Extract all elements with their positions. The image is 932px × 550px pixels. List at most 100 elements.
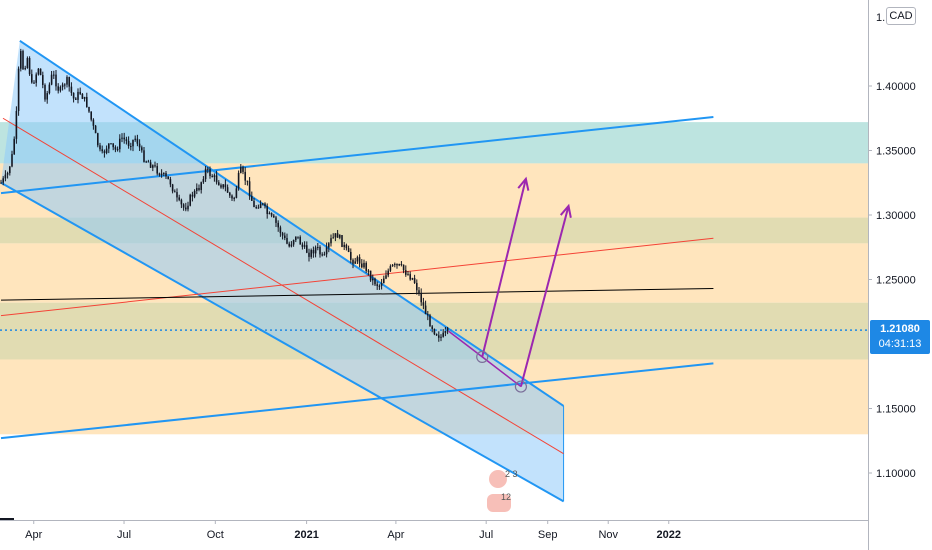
candle-body [119,138,121,150]
candle-body [187,205,189,210]
candle-body [220,185,222,188]
projection-arrowhead-2 [559,203,572,218]
candle-body [70,86,73,93]
candle-body [138,143,141,148]
candle-body [286,237,288,244]
candle-body [356,257,359,262]
candle-body [86,96,88,108]
x-tick-label: Sep [538,529,558,541]
x-tick-label: Oct [207,529,224,541]
candle-body [33,82,35,84]
candle-body [55,74,57,87]
candle-body [433,328,436,335]
channel-mid-line [2,117,564,455]
candle-body [339,235,341,238]
candle-body [176,192,178,198]
candle-body [61,84,64,88]
trendline-blue-upper [0,115,714,195]
projection-arrowhead-1 [517,176,530,191]
candle-body [361,263,363,268]
candle-body [295,236,297,241]
candle-body [37,68,40,75]
trendline-red [0,237,714,317]
candle-body [215,175,218,183]
candle-body [376,284,378,286]
candle-body [77,91,79,100]
candle-body [262,203,264,205]
x-tick-label: Jul [117,529,131,541]
candle-body [363,262,365,268]
x-tick-label: Nov [598,529,618,541]
candle-body [317,246,319,248]
candle-body [46,93,48,100]
candle-body [143,150,145,162]
candle-body [343,244,345,247]
candle-body [435,334,438,336]
candle-body [446,327,449,332]
candle-body [39,68,42,76]
candle-body [226,187,229,193]
candle-body [442,332,444,337]
candle-body [189,194,191,206]
candle-body [400,264,403,266]
candle-body [380,283,383,286]
candle-body [427,314,429,316]
candle-body [334,233,337,238]
candle-body [211,176,213,178]
watermark-circle-top [489,470,507,488]
candle-body [147,161,150,163]
candle-body [321,254,323,256]
candle-body [88,107,90,112]
candle-body [257,207,260,209]
candle-body [209,169,211,177]
candle-body [72,92,75,99]
candle-body [440,336,442,338]
candle-body [273,215,275,218]
candle-body [123,137,125,140]
candle-body [378,285,381,287]
candle-body [233,197,235,199]
candle-body [398,264,400,266]
candle-body [354,261,356,264]
candle-body [9,166,11,174]
candle-body [299,236,301,245]
candle-body [350,251,352,260]
candle-body [0,182,2,184]
currency-badge[interactable]: CAD [886,7,916,25]
candle-body [145,161,147,163]
projection-point-1 [476,350,489,363]
candle-body [134,138,136,140]
candle-body [191,194,194,197]
candle-body [53,74,55,76]
candle-body [101,149,103,152]
candle-body [4,174,7,179]
candle-body [50,74,53,85]
candle-body [420,292,422,303]
y-tick-label: 1.10000 [876,468,916,480]
candle-body [284,235,286,238]
y-tick-label: 1.25000 [876,275,916,287]
watermark-logo: 2 3 12 [487,469,518,512]
candle-body [99,145,101,150]
candle-body [416,282,418,291]
watermark-number-1: 2 3 [505,469,518,479]
candle-body [372,278,374,281]
candle-body [268,213,271,215]
candle-body [196,188,198,191]
candle-body [224,184,227,188]
candle-body [222,184,224,188]
candle-body [6,173,9,175]
candle-body [409,274,411,280]
candle-body [24,68,26,70]
bar-countdown-label: 04:31:13 [878,338,922,350]
projection-arrow-2 [519,205,570,387]
candle-body [237,172,240,189]
current-price-label: 1.21080 [880,323,920,335]
candle-body [218,182,220,186]
candle-body [171,184,174,192]
candle-body [424,305,427,315]
x-tick-label: Apr [387,529,404,541]
candle-body [308,252,310,257]
